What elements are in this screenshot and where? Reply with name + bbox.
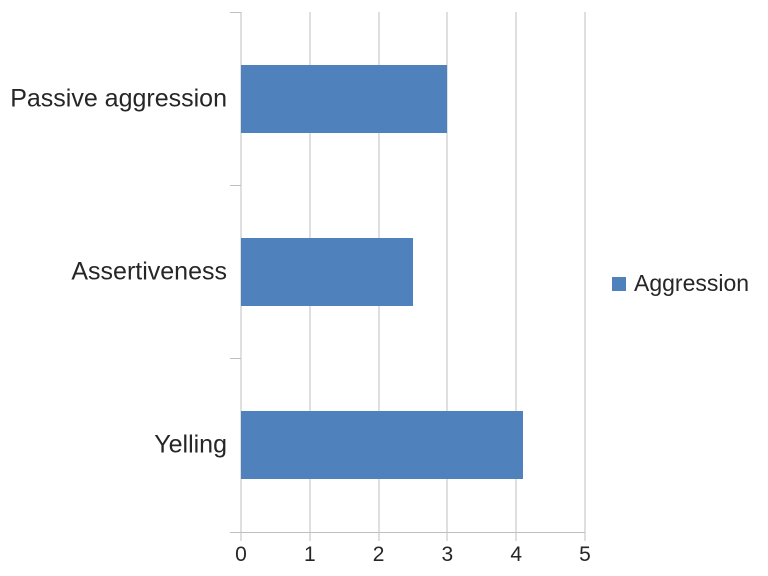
bar-assertiveness <box>241 238 413 306</box>
x-tick-label: 3 <box>441 543 454 566</box>
legend-label: Aggression <box>634 270 750 296</box>
plot-area: 0 1 2 3 4 5 <box>230 11 591 565</box>
gridline <box>446 12 448 532</box>
x-tick-label: 1 <box>303 543 316 566</box>
x-axis-tick <box>515 532 517 541</box>
legend-color-swatch-icon <box>612 276 626 291</box>
category-label-passive-aggression: Passive aggression <box>10 83 227 112</box>
x-axis-tick <box>584 532 586 541</box>
legend: Aggression <box>612 272 749 295</box>
category-label-assertiveness: Assertiveness <box>71 257 227 286</box>
gridline <box>515 12 517 532</box>
category-boundary-tick <box>230 358 241 360</box>
gridline <box>584 12 586 532</box>
x-tick-label: 5 <box>579 543 591 566</box>
x-tick-label: 2 <box>372 543 385 566</box>
category-label-yelling: Yelling <box>154 430 227 459</box>
bar-yelling <box>241 411 524 480</box>
bar-passive-aggression <box>241 64 448 133</box>
x-tick-label: 4 <box>510 543 523 566</box>
x-axis-tick <box>446 532 448 541</box>
category-labels: Passive aggression Assertiveness Yelling <box>0 12 227 532</box>
category-boundary-tick <box>230 184 241 186</box>
category-boundary-tick <box>230 531 241 533</box>
x-tick-label: 0 <box>235 543 247 566</box>
x-axis-tick <box>240 532 242 541</box>
x-axis-tick <box>378 532 380 541</box>
category-boundary-tick <box>230 11 241 13</box>
x-axis-tick <box>309 532 311 541</box>
